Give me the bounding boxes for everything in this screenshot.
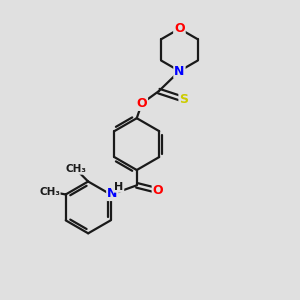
Text: S: S [179,93,188,106]
Text: N: N [107,187,118,200]
Text: CH₃: CH₃ [65,164,86,174]
Text: O: O [174,22,185,35]
Text: CH₃: CH₃ [39,187,60,196]
Text: N: N [174,64,184,78]
Text: H: H [115,182,124,192]
Text: O: O [136,97,147,110]
Text: O: O [153,184,163,197]
